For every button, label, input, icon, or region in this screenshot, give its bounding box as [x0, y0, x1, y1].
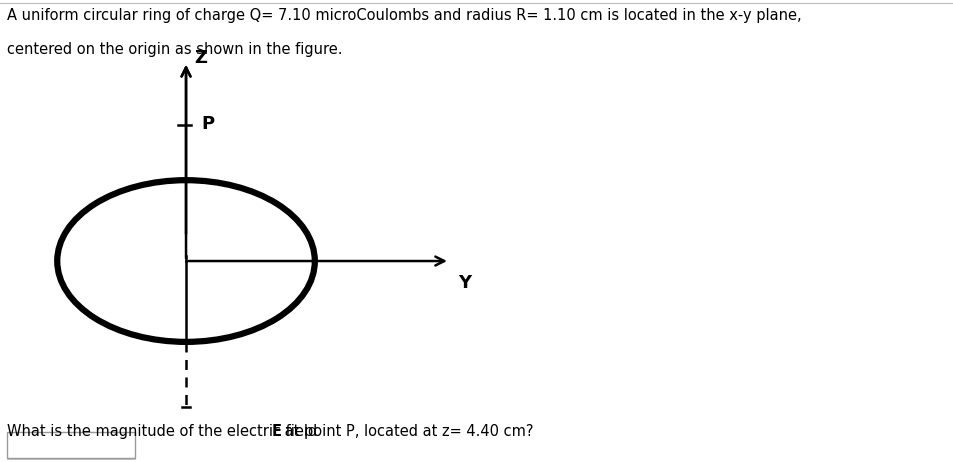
Text: at point P, located at z= 4.40 cm?: at point P, located at z= 4.40 cm?	[280, 424, 534, 439]
Text: Z: Z	[193, 49, 207, 67]
Bar	[7, 432, 135, 458]
Text: P: P	[201, 115, 213, 133]
Text: centered on the origin as shown in the figure.: centered on the origin as shown in the f…	[7, 42, 342, 57]
Text: E: E	[272, 424, 281, 439]
Text: A uniform circular ring of charge Q= 7.10 microCoulombs and radius R= 1.10 cm is: A uniform circular ring of charge Q= 7.1…	[7, 8, 801, 23]
Text: What is the magnitude of the electric field: What is the magnitude of the electric fi…	[7, 424, 321, 439]
Text: Y: Y	[457, 274, 471, 292]
